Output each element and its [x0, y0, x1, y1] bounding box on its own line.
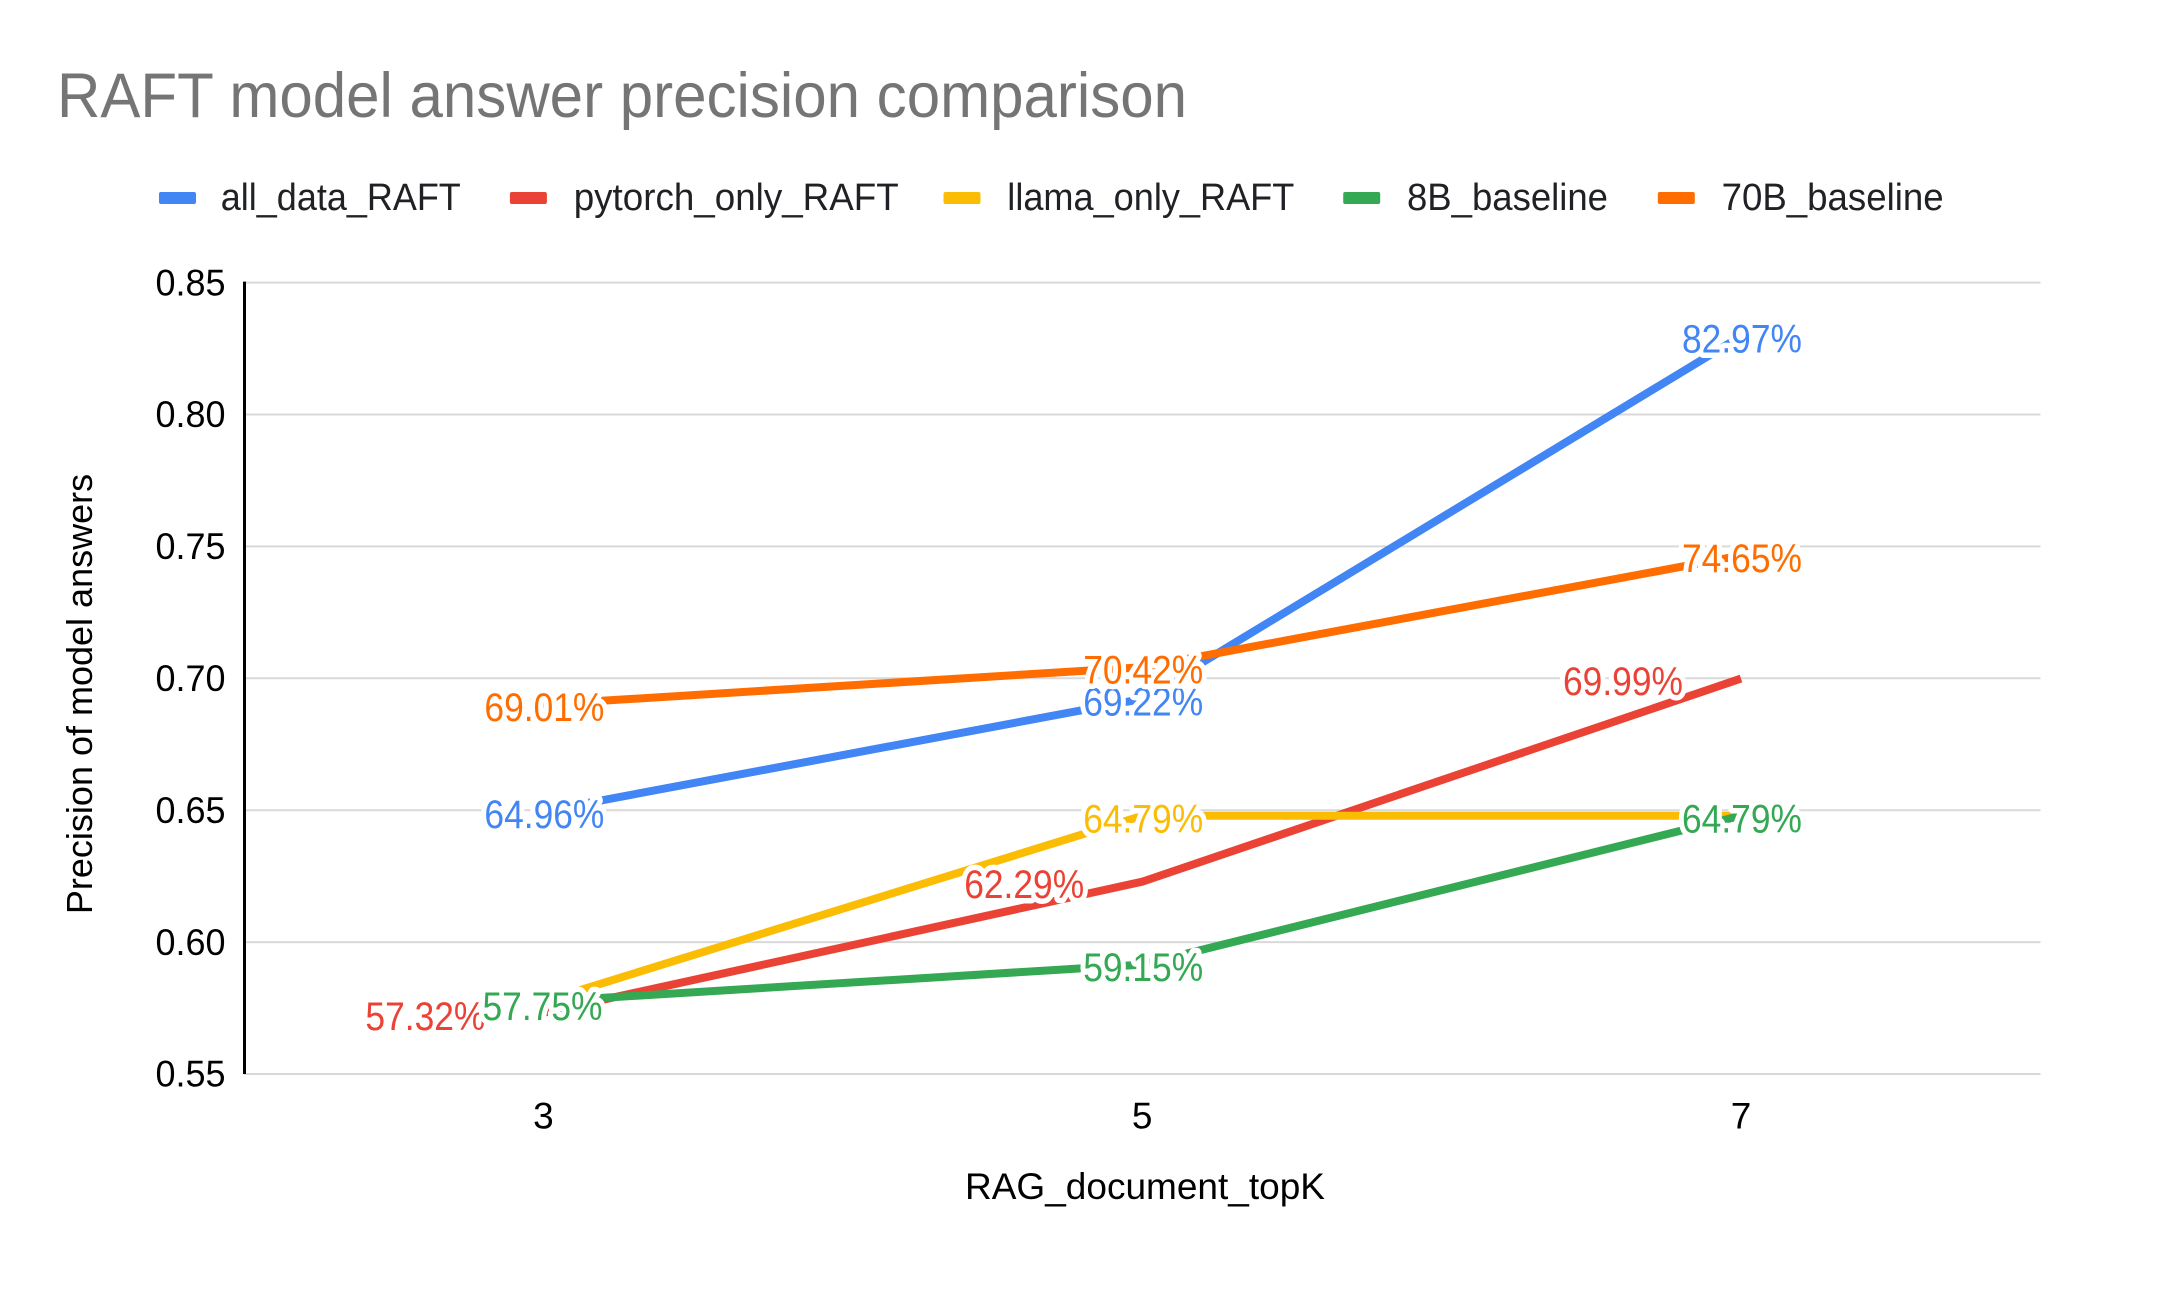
svg-text:64.79%: 64.79%	[1682, 797, 1802, 841]
svg-text:5: 5	[1132, 1096, 1153, 1137]
svg-text:0.60: 0.60	[156, 922, 226, 963]
svg-text:Precision of model answers: Precision of model answers	[59, 474, 100, 914]
svg-text:70B_baseline: 70B_baseline	[1722, 177, 1944, 219]
svg-text:0.55: 0.55	[156, 1054, 226, 1095]
svg-text:69.22%: 69.22%	[1083, 680, 1203, 724]
svg-text:7: 7	[1731, 1096, 1752, 1137]
svg-text:59.15%: 59.15%	[1083, 946, 1203, 990]
svg-text:62.29%: 62.29%	[964, 863, 1084, 907]
svg-text:0.75: 0.75	[156, 526, 226, 567]
svg-text:8B_baseline: 8B_baseline	[1407, 177, 1608, 219]
svg-text:0.70: 0.70	[156, 658, 226, 699]
svg-text:RAFT model answer precision co: RAFT model answer precision comparison	[57, 61, 1187, 131]
svg-text:69.01%: 69.01%	[484, 686, 604, 730]
svg-text:0.65: 0.65	[156, 790, 226, 831]
svg-text:pytorch_only_RAFT: pytorch_only_RAFT	[574, 177, 899, 219]
svg-text:llama_only_RAFT: llama_only_RAFT	[1007, 177, 1294, 219]
svg-text:64.96%: 64.96%	[484, 793, 604, 837]
svg-text:RAG_document_topK: RAG_document_topK	[965, 1166, 1325, 1207]
svg-text:0.80: 0.80	[156, 394, 226, 435]
svg-text:74.65%: 74.65%	[1682, 537, 1802, 581]
svg-text:0.85: 0.85	[156, 262, 226, 303]
svg-text:70.42%: 70.42%	[1083, 649, 1203, 693]
svg-text:3: 3	[533, 1096, 554, 1137]
svg-text:69.99%: 69.99%	[1563, 660, 1683, 704]
svg-text:57.75%: 57.75%	[483, 985, 603, 1029]
svg-text:82.97%: 82.97%	[1682, 318, 1802, 362]
svg-text:all_data_RAFT: all_data_RAFT	[221, 177, 461, 219]
svg-text:57.32%: 57.32%	[365, 995, 485, 1039]
svg-text:64.79%: 64.79%	[1083, 797, 1203, 841]
